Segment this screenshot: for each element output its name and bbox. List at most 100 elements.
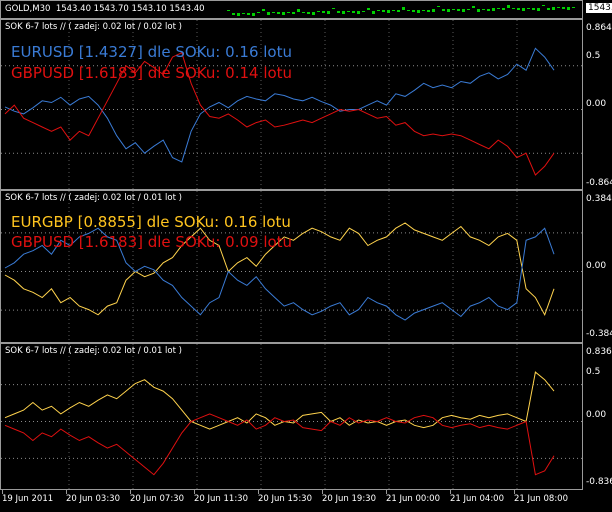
candle bbox=[422, 10, 425, 11]
pane3-axis-max: 0.836 bbox=[586, 347, 612, 357]
candle bbox=[502, 8, 505, 10]
candle bbox=[297, 9, 300, 12]
time-label: 19 Jun 2011 bbox=[2, 494, 54, 504]
time-label: 20 Jun 03:30 bbox=[66, 494, 120, 504]
indicator-pane-3[interactable]: SOK 6-7 lots // ( zadej: 0.02 lot / 0.01… bbox=[0, 343, 583, 490]
candle bbox=[512, 8, 515, 9]
candle bbox=[242, 13, 245, 14]
candle bbox=[482, 9, 485, 10]
candle bbox=[252, 13, 255, 16]
candle bbox=[352, 11, 355, 13]
series-line-1 bbox=[4, 52, 555, 176]
pane1-axis-max: 0.864 bbox=[586, 23, 612, 33]
candle bbox=[412, 10, 415, 12]
candle bbox=[407, 10, 410, 11]
candle bbox=[292, 12, 295, 14]
time-label: 20 Jun 07:30 bbox=[130, 494, 184, 504]
pane1-axis-zero: 0.00 bbox=[586, 99, 607, 109]
candle bbox=[472, 6, 475, 8]
candle bbox=[392, 10, 395, 11]
indicator-pane-1[interactable]: SOK 6-7 lots // ( zadej: 0.02 lot / 0.02… bbox=[0, 19, 583, 190]
candle bbox=[462, 9, 465, 12]
time-tick bbox=[130, 490, 131, 494]
pane1-axis-min: -0.864 bbox=[586, 178, 612, 188]
candle bbox=[457, 9, 460, 11]
candle bbox=[337, 11, 340, 13]
candle bbox=[567, 7, 570, 10]
candle bbox=[327, 11, 330, 14]
pane3-axis-zero: 0.00 bbox=[586, 410, 607, 420]
candle bbox=[487, 9, 490, 11]
candle bbox=[347, 11, 350, 12]
time-tick bbox=[2, 490, 3, 494]
series-line-0 bbox=[4, 47, 555, 163]
candle bbox=[277, 12, 280, 14]
candle bbox=[537, 8, 540, 11]
pane1-axis: 0.864 0.5 0.00 -0.864 bbox=[584, 19, 612, 190]
candle bbox=[317, 11, 320, 12]
candle bbox=[302, 12, 305, 13]
pane2-axis-zero: 0.00 bbox=[586, 261, 607, 271]
series-line-1 bbox=[4, 413, 555, 476]
candle bbox=[402, 7, 405, 10]
pane2-legend-2: GBPUSD [1.6183] dle SOKu: 0.09 lotu bbox=[11, 233, 293, 251]
pane2-axis-max: 0.384 bbox=[586, 194, 612, 204]
pane3-plot bbox=[1, 344, 582, 489]
time-tick bbox=[258, 490, 259, 494]
candle bbox=[232, 13, 235, 15]
pane3-axis-mid: 0.5 bbox=[586, 367, 601, 377]
series-line-1 bbox=[4, 227, 555, 321]
candle bbox=[397, 10, 400, 12]
candle bbox=[417, 10, 420, 13]
pane3-caption: SOK 6-7 lots // ( zadej: 0.02 lot / 0.01… bbox=[5, 346, 182, 356]
time-tick bbox=[194, 490, 195, 494]
candle bbox=[522, 8, 525, 11]
candle bbox=[237, 13, 240, 16]
candle bbox=[547, 8, 550, 10]
main-price-pane[interactable]: GOLD,M30 1543.40 1543.70 1543.10 1543.40 bbox=[0, 0, 583, 19]
time-label: 20 Jun 11:30 bbox=[194, 494, 248, 504]
time-label: 21 Jun 08:00 bbox=[514, 494, 568, 504]
symbol-timeframe: GOLD,M30 bbox=[5, 4, 51, 14]
candle bbox=[497, 8, 500, 9]
candle bbox=[382, 10, 385, 12]
time-tick bbox=[514, 490, 515, 494]
pane1-caption: SOK 6-7 lots // ( zadej: 0.02 lot / 0.02… bbox=[5, 22, 182, 32]
candle bbox=[357, 11, 360, 14]
candle bbox=[227, 10, 230, 11]
candle bbox=[427, 10, 430, 12]
candle bbox=[367, 8, 370, 10]
candle bbox=[257, 12, 260, 13]
main-price-axis: 1543.40 bbox=[584, 0, 612, 19]
candle bbox=[557, 7, 560, 8]
time-tick bbox=[66, 490, 67, 494]
candle bbox=[312, 12, 315, 15]
time-label: 20 Jun 19:30 bbox=[322, 494, 376, 504]
pane1-legend-2: GBPUSD [1.6183] dle SOKu: 0.14 lotu bbox=[11, 64, 293, 82]
candle bbox=[342, 11, 345, 14]
time-label: 21 Jun 00:00 bbox=[386, 494, 440, 504]
candle bbox=[387, 10, 390, 13]
candle bbox=[307, 12, 310, 14]
candle bbox=[552, 7, 555, 10]
pane1-plot bbox=[1, 20, 582, 189]
candle bbox=[332, 8, 335, 9]
candle bbox=[247, 13, 250, 15]
candle bbox=[442, 9, 445, 11]
pane3-axis-min: -0.836 bbox=[586, 477, 612, 487]
candles bbox=[227, 5, 575, 16]
time-tick bbox=[322, 490, 323, 494]
candle bbox=[272, 12, 275, 13]
candle bbox=[287, 12, 290, 13]
pane3-axis: 0.836 0.5 0.00 -0.836 bbox=[584, 343, 612, 490]
indicator-pane-2[interactable]: SOK 6-7 lots // ( zadej: 0.02 lot / 0.01… bbox=[0, 190, 583, 343]
candle bbox=[532, 8, 535, 10]
candle bbox=[542, 5, 545, 6]
time-tick bbox=[450, 490, 451, 494]
series-line-0 bbox=[4, 371, 555, 430]
last-price-tag: 1543.40 bbox=[586, 3, 612, 13]
pane2-axis: 0.384 0.00 -0.384 bbox=[584, 190, 612, 343]
candle bbox=[452, 9, 455, 10]
candle bbox=[372, 11, 375, 14]
